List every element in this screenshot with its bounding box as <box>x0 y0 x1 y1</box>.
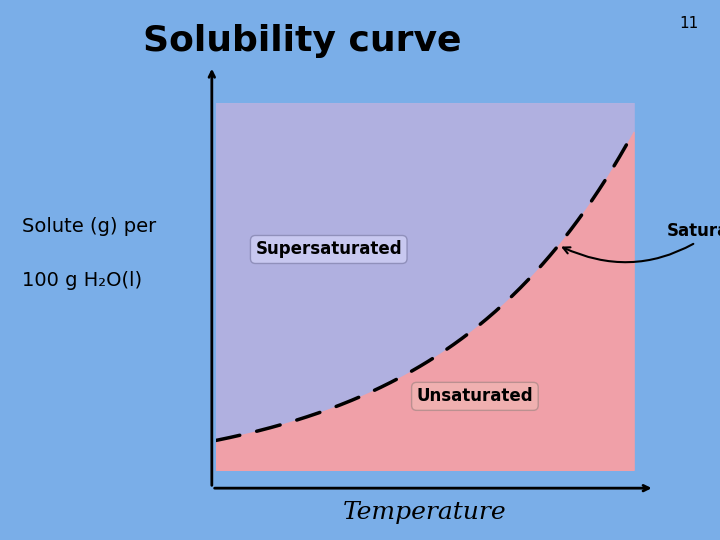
Text: 11: 11 <box>679 16 698 31</box>
Text: Unsaturated: Unsaturated <box>417 387 534 406</box>
Text: Supersaturated: Supersaturated <box>256 240 402 259</box>
Text: Temperature: Temperature <box>343 502 507 524</box>
Text: 100 g H₂O(l): 100 g H₂O(l) <box>22 271 142 291</box>
Text: Saturated: Saturated <box>563 222 720 262</box>
Text: Solute (g) per: Solute (g) per <box>22 217 156 237</box>
Text: Solubility curve: Solubility curve <box>143 24 462 57</box>
